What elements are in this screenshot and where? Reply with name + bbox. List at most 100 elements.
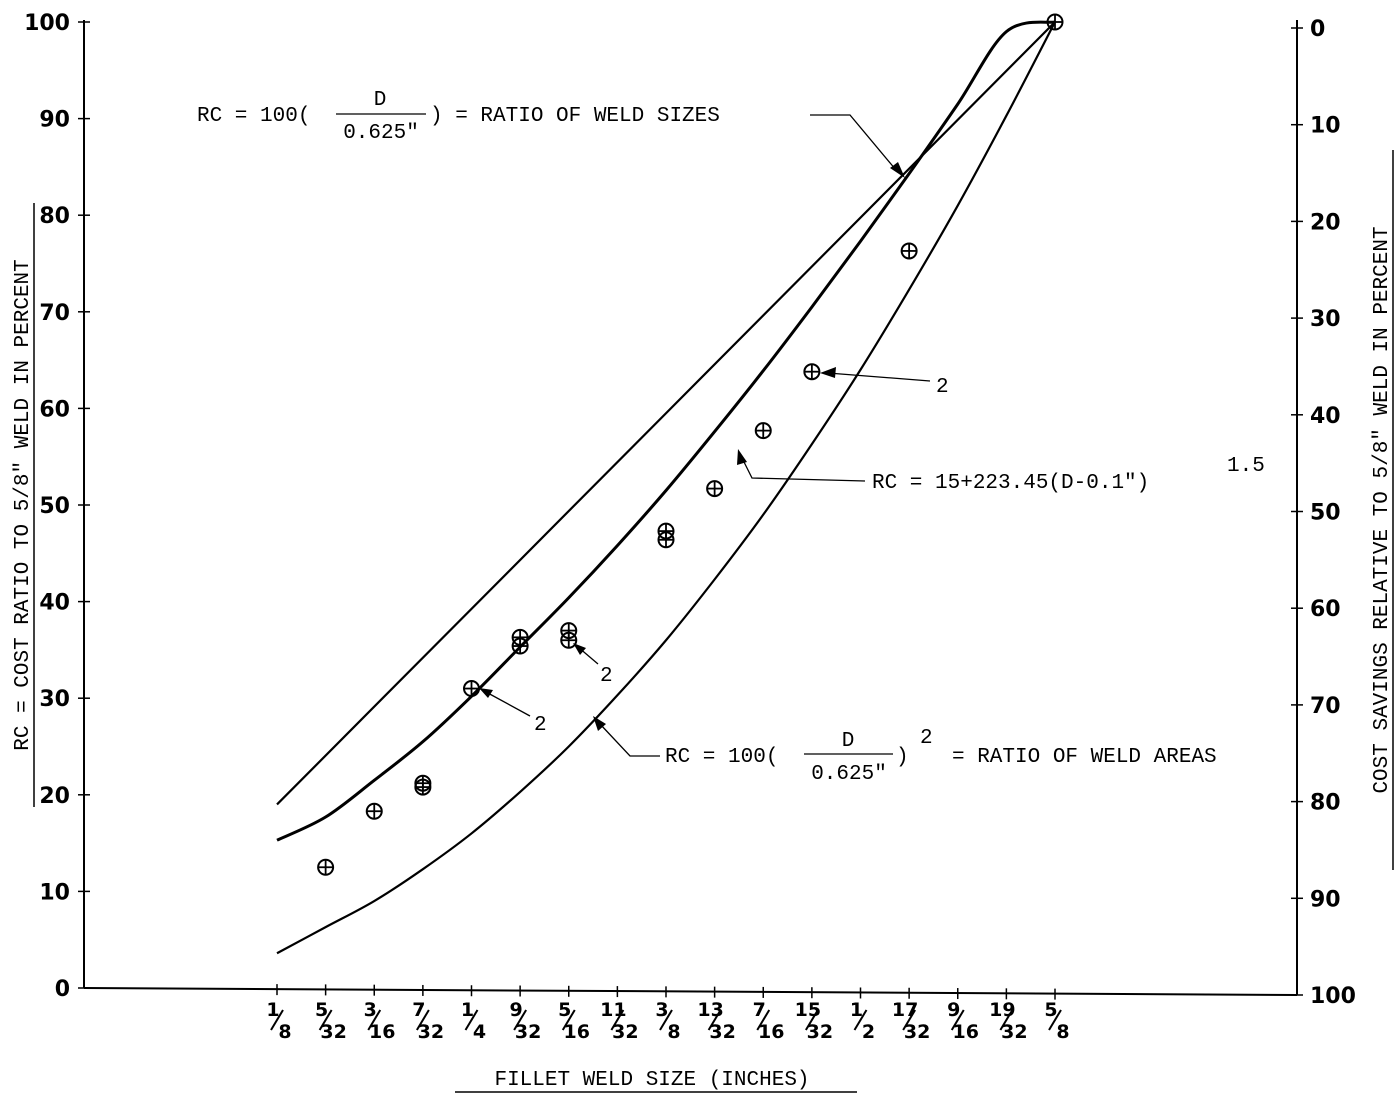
eq-areas-prefix: RC = 100(: [665, 746, 778, 769]
curve-fit: [276, 20, 1056, 842]
right-tick-label: 90: [1310, 887, 1341, 912]
x-tick-denominator: 2: [862, 1021, 875, 1043]
x-tick-label: 58: [1044, 999, 1069, 1043]
x-tick-denominator: 32: [515, 1021, 541, 1043]
eq-areas-close: ): [896, 746, 909, 769]
eq-sizes-arrowhead: [890, 162, 905, 178]
left-tick-label: 0: [55, 977, 70, 1002]
left-tick-label: 40: [39, 591, 70, 616]
eq-weld-areas: RC = 100( D 0.625" ) 2 = RATIO OF WELD A…: [593, 716, 1217, 786]
eq-sizes-leader: [810, 114, 897, 171]
data-point: [365, 802, 383, 820]
x-tick-numerator: 7: [412, 999, 425, 1021]
right-tick-label: 60: [1310, 597, 1341, 622]
eq-areas-denominator: 0.625": [811, 763, 887, 786]
right-tick-label: 40: [1310, 404, 1341, 429]
x-tick-label: 18: [266, 999, 291, 1043]
data-point: [511, 637, 529, 655]
eq-sizes-denominator: 0.625": [343, 122, 419, 145]
curve-weld-areas: [276, 21, 1056, 955]
count-arrowhead-middle: [573, 643, 586, 655]
x-tick-denominator: 8: [278, 1021, 291, 1043]
data-point: [317, 858, 335, 876]
x-tick-denominator: 32: [612, 1021, 638, 1043]
x-tick-slash: [950, 1009, 965, 1031]
count-leader-upper: [827, 372, 931, 382]
right-ticks: 0 10 20 30 40 50 60 70 80 90 100: [1291, 17, 1356, 1009]
x-tick-numerator: 5: [558, 999, 571, 1021]
x-tick-label: 12: [850, 999, 875, 1043]
left-ticks: 0 10 20 30 40 50 60 70 80 90 100: [24, 11, 90, 1002]
x-tick-denominator: 8: [667, 1021, 680, 1043]
right-tick-label: 100: [1310, 984, 1356, 1009]
right-tick-label: 80: [1310, 791, 1341, 816]
eq-fit-leader: [740, 455, 866, 482]
data-point: [414, 778, 432, 796]
count-leader-lower: [485, 691, 531, 717]
x-tick-denominator: 32: [1001, 1021, 1027, 1043]
eq-areas-arrowhead: [593, 716, 606, 731]
x-tick-numerator: 5: [315, 999, 328, 1021]
eq-areas-numerator: D: [842, 730, 855, 753]
right-tick-label: 30: [1310, 307, 1341, 332]
x-tick-slash: [756, 1009, 771, 1031]
x-tick-label: 716: [753, 999, 785, 1043]
eq-areas-suffix: = RATIO OF WELD AREAS: [952, 746, 1217, 769]
count-annotation-middle: 2: [573, 643, 613, 688]
x-tick-numerator: 3: [364, 999, 377, 1021]
x-tick-numerator: 7: [753, 999, 766, 1021]
left-tick-label: 60: [39, 397, 70, 422]
left-axis-title-group: RC = COST RATIO TO 5/8" WELD IN PERCENT: [12, 203, 35, 807]
x-tick-label: 732: [412, 999, 444, 1043]
count-arrowhead-lower: [479, 688, 493, 698]
data-point: [657, 531, 675, 549]
x-tick-slash: [659, 1009, 673, 1031]
x-tick-slash: [610, 1009, 625, 1031]
x-axis: [83, 987, 1298, 996]
x-tick-denominator: 32: [807, 1021, 833, 1043]
right-axis-title-group: COST SAVINGS RELATIVE TO 5/8" WELD IN PE…: [1371, 150, 1394, 870]
eq-weld-sizes: RC = 100( D 0.625" ) = RATIO OF WELD SIZ…: [197, 89, 905, 178]
left-tick-label: 70: [39, 301, 70, 326]
x-tick-slash: [707, 1009, 722, 1031]
left-tick-label: 100: [24, 11, 70, 36]
x-ticks: 1853231673214932516113238133271615321217…: [266, 984, 1070, 1043]
right-tick-label: 70: [1310, 694, 1341, 719]
left-tick-label: 10: [39, 880, 70, 905]
x-tick-denominator: 16: [953, 1021, 979, 1043]
count-label-lower: 2: [534, 714, 547, 737]
left-tick-label: 50: [39, 494, 70, 519]
x-tick-label: 516: [558, 999, 590, 1043]
x-tick-numerator: 9: [510, 999, 523, 1021]
x-tick-slash: [464, 1009, 479, 1031]
right-tick-label: 50: [1310, 501, 1341, 526]
count-annotation-lower: 2: [479, 688, 547, 737]
x-tick-slash: [999, 1009, 1014, 1031]
count-label-middle: 2: [600, 665, 613, 688]
left-axis-title: RC = COST RATIO TO 5/8" WELD IN PERCENT: [12, 259, 35, 750]
left-tick-label: 30: [39, 687, 70, 712]
count-label-upper: 2: [936, 376, 949, 399]
curve-weld-sizes: [276, 21, 1056, 806]
x-tick-slash: [853, 1009, 868, 1031]
right-axis-title: COST SAVINGS RELATIVE TO 5/8" WELD IN PE…: [1371, 226, 1394, 793]
x-tick-numerator: 1: [266, 999, 279, 1021]
x-tick-denominator: 32: [320, 1021, 346, 1043]
x-tick-numerator: 1: [461, 999, 474, 1021]
x-tick-label: 532: [315, 999, 347, 1043]
eq-fit: RC = 15+223.45(D-0.1") 1.5: [737, 449, 1265, 495]
x-tick-label: 316: [364, 999, 396, 1043]
x-tick-slash: [416, 1009, 430, 1031]
x-tick-numerator: 1: [850, 999, 863, 1021]
data-point: [463, 680, 480, 698]
data-point: [1046, 13, 1064, 31]
x-tick-numerator: 3: [655, 999, 668, 1021]
x-tick-slash: [318, 1009, 333, 1031]
x-tick-denominator: 16: [369, 1021, 395, 1043]
x-tick-slash: [805, 1009, 819, 1031]
eq-areas-leader: [599, 723, 660, 757]
